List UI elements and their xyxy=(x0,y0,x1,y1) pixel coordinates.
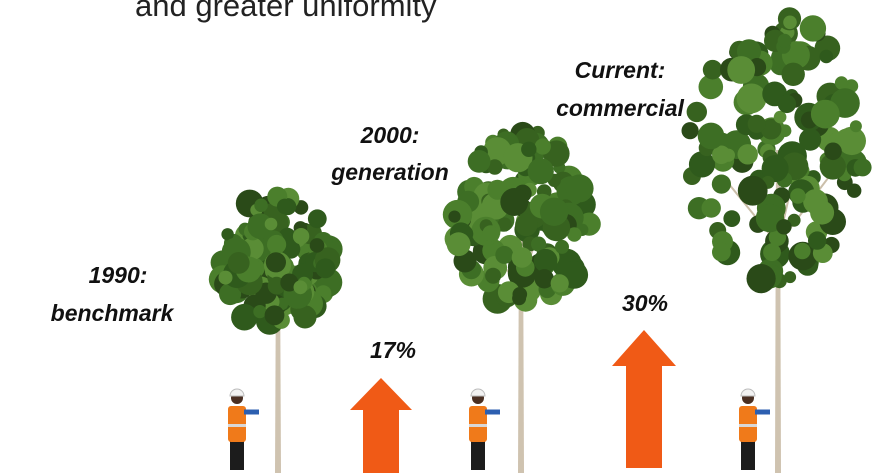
worker-legs xyxy=(741,440,755,470)
gain-label: 30% xyxy=(622,290,668,316)
worker-legs xyxy=(230,440,244,470)
tree-leaves xyxy=(799,129,821,151)
tree-leaves xyxy=(219,271,233,285)
tree-leaves xyxy=(535,138,551,154)
tree-leaves xyxy=(808,231,826,249)
gain-arrow xyxy=(350,378,412,473)
title-fragment: and greater uniformity xyxy=(135,0,437,23)
worker xyxy=(469,389,500,470)
tree-leaves xyxy=(512,247,533,268)
tree-leaves xyxy=(512,291,526,305)
tree-leaves xyxy=(483,225,499,241)
slide: and greater uniformity 1990: benchmark 2… xyxy=(0,0,884,473)
tree-leaves xyxy=(540,198,568,226)
stage-label: benchmark xyxy=(51,300,175,326)
stage-label: Current: xyxy=(575,57,666,83)
tree-leaves xyxy=(763,243,781,261)
worker-stripe xyxy=(469,424,487,427)
tree-leaves xyxy=(748,115,766,133)
stage-label: commercial xyxy=(556,95,684,121)
tree-leaves xyxy=(776,219,791,234)
scene xyxy=(209,7,872,473)
worker-helmet xyxy=(230,389,244,396)
tree-leaves xyxy=(800,15,826,41)
stage-label: 1990: xyxy=(89,262,148,288)
tree-leaves xyxy=(820,50,834,64)
gain-arrow xyxy=(612,330,676,468)
tree-leaves xyxy=(500,188,528,216)
tree-leaves xyxy=(521,142,536,157)
tree-leaves xyxy=(687,102,707,122)
tree-leaves xyxy=(231,304,258,331)
tree-leaves xyxy=(738,176,768,206)
tree-leaves xyxy=(847,184,861,198)
tree-leaves xyxy=(228,252,250,274)
tree-leaves xyxy=(835,76,848,89)
tree xyxy=(443,122,601,473)
tree-leaves xyxy=(448,211,460,223)
tree-leaves xyxy=(738,144,758,164)
tree-leaves xyxy=(254,199,268,213)
tree-leaves xyxy=(277,199,293,215)
worker xyxy=(228,389,259,470)
tree-leaves xyxy=(682,122,699,139)
tree-leaves xyxy=(555,240,569,254)
tree-leaves xyxy=(782,63,805,86)
tree-leaves xyxy=(689,151,715,177)
tree-leaves xyxy=(468,150,491,173)
tree-leaves xyxy=(267,235,286,254)
tree-leaves xyxy=(534,249,558,273)
tree-leaves xyxy=(294,280,308,294)
tree-leaves xyxy=(293,305,316,328)
tree-leaves xyxy=(293,228,309,244)
worker xyxy=(739,389,770,470)
tree-leaves xyxy=(794,243,811,260)
tree-leaves xyxy=(838,127,866,155)
tree-leaves xyxy=(265,218,278,231)
tree-leaves xyxy=(778,34,792,48)
worker-helmet xyxy=(471,389,485,396)
tree-leaves xyxy=(703,60,723,80)
tree-leaves xyxy=(528,158,554,184)
tree-leaves xyxy=(747,264,776,293)
tree-leaves xyxy=(811,100,840,129)
tree-leaves xyxy=(824,143,842,161)
gain-label: 17% xyxy=(370,337,416,363)
tree-leaves xyxy=(447,232,471,256)
tree-leaves xyxy=(515,214,537,236)
tree-leaves xyxy=(778,95,796,113)
tree-leaves xyxy=(850,120,862,132)
tree-leaves xyxy=(495,246,513,264)
stage-label: generation xyxy=(330,159,449,185)
stage-label: 2000: xyxy=(360,122,420,148)
tree xyxy=(682,7,872,473)
tree-leaves xyxy=(308,209,327,228)
tree-leaves xyxy=(712,243,731,262)
tree-leaves xyxy=(784,271,796,283)
page: and greater uniformity 1990: benchmark 2… xyxy=(0,0,884,473)
worker-helmet xyxy=(741,389,755,396)
tree-leaves xyxy=(566,174,594,202)
tree-leaves xyxy=(266,252,286,272)
tree-leaves xyxy=(854,158,872,176)
tree-leaves xyxy=(253,305,266,318)
tree-leaves xyxy=(727,56,755,84)
tree-leaves xyxy=(737,84,767,114)
tree-leaves xyxy=(712,175,731,194)
tree-leaves xyxy=(790,188,805,203)
tree-leaves xyxy=(485,268,501,284)
tree-leaves xyxy=(316,258,336,278)
worker-stripe xyxy=(739,424,757,427)
tree-leaves xyxy=(551,274,569,292)
tree-leaves xyxy=(783,15,797,29)
tree-leaves xyxy=(310,238,325,253)
tree-leaves xyxy=(723,210,740,227)
worker-stripe xyxy=(228,424,246,427)
tree-leaves xyxy=(265,305,285,325)
tree-leaves xyxy=(810,201,834,225)
tree-leaves xyxy=(702,198,721,217)
tree-leaves xyxy=(698,123,725,150)
worker-legs xyxy=(471,440,485,470)
